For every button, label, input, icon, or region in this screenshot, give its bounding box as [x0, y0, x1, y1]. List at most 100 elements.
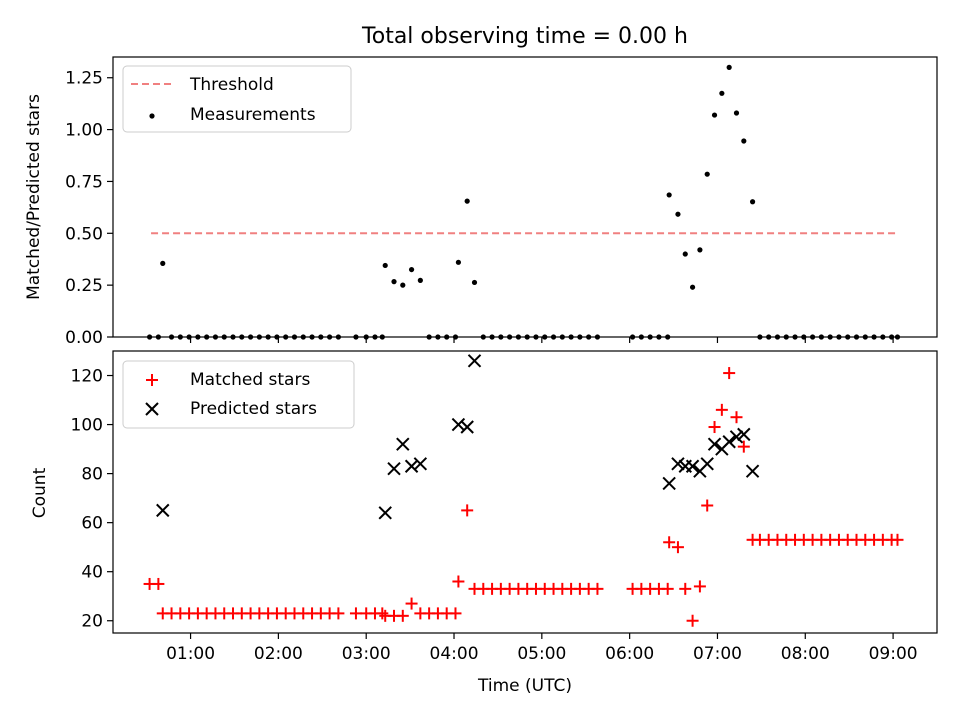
- legend-threshold-label: Threshold: [189, 75, 274, 95]
- matched-point: [891, 533, 904, 546]
- measurement-point: [682, 251, 688, 257]
- top-y-axis: 0.00 0.25 0.50 0.75 1.00 1.25: [65, 69, 113, 348]
- top-y-tick-label: 0.75: [65, 172, 103, 192]
- bottom-series-layer: [143, 354, 904, 627]
- bottom-x-axis: 01:00 02:00 03:00 04:00 05:00 06:00 07:00 08:00…: [166, 633, 918, 664]
- top-chart-title: Total observing time = 0.00 h: [361, 24, 688, 49]
- matched-point: [708, 421, 721, 434]
- matched-point: [449, 607, 462, 620]
- matched-point: [349, 607, 362, 620]
- predicted-point: [413, 457, 428, 471]
- top-y-tick-label: 1.00: [65, 121, 103, 141]
- matched-point: [661, 582, 674, 595]
- bottom-panel: Count Time (UTC) 20 40 60 80 100 120 01:00 02:…: [30, 350, 938, 696]
- measurement-point: [666, 192, 672, 198]
- predicted-point: [707, 437, 722, 451]
- measurement-point: [408, 266, 415, 273]
- x-tick-label: 09:00: [869, 644, 918, 664]
- top-y-tick-label: 0.50: [65, 224, 103, 244]
- x-tick-label: 05:00: [517, 644, 566, 664]
- predicted-point: [378, 506, 392, 520]
- top-plot-frame: [112, 56, 938, 338]
- predicted-point: [662, 476, 676, 491]
- measurement-point: [726, 64, 732, 70]
- measurement-point: [719, 90, 725, 96]
- bottom-y-tick-label: 100: [71, 416, 103, 436]
- measurement-point: [400, 282, 406, 288]
- legend-measurements-label: Measurements: [190, 105, 316, 125]
- matched-point: [376, 607, 389, 620]
- bottom-y-tick-label: 20: [81, 612, 103, 632]
- matched-point: [405, 597, 418, 610]
- predicted-point: [745, 464, 760, 478]
- bottom-y-tick-label: 120: [71, 367, 103, 387]
- top-panel: Total observing time = 0.00 h Matched/Pr…: [24, 24, 938, 348]
- bottom-y-tick-label: 80: [81, 465, 103, 485]
- matched-point: [730, 411, 743, 424]
- matched-point: [693, 580, 706, 593]
- measurement-point: [160, 260, 166, 266]
- measurement-point: [417, 277, 423, 283]
- bottom-y-axis-label: Count: [30, 467, 50, 518]
- matched-point: [723, 367, 736, 380]
- predicted-point: [737, 427, 751, 442]
- legend-predicted-label: Predicted stars: [190, 399, 317, 419]
- predicted-point: [467, 354, 482, 368]
- bottom-legend-box: [122, 360, 355, 429]
- bottom-y-axis: 20 40 60 80 100 120: [71, 367, 113, 632]
- legend-matched-label: Matched stars: [190, 370, 310, 390]
- predicted-point: [685, 459, 700, 473]
- x-tick-label: 07:00: [693, 644, 742, 664]
- matched-point: [591, 582, 604, 595]
- matched-point: [152, 577, 165, 590]
- matched-point: [396, 609, 409, 622]
- matched-point: [461, 504, 474, 517]
- measurement-point: [464, 198, 470, 204]
- matched-point: [332, 607, 345, 620]
- top-legend-box: [122, 65, 352, 133]
- predicted-point: [396, 437, 410, 451]
- matched-point: [663, 536, 676, 549]
- x-tick-label: 01:00: [166, 644, 215, 664]
- predicted-point: [671, 457, 685, 471]
- x-tick-label: 06:00: [605, 644, 654, 664]
- measurement-point: [749, 199, 756, 205]
- measurement-point: [704, 171, 710, 177]
- bottom-legend: Matched stars Predicted stars: [122, 360, 355, 429]
- legend-predicted-swatch: [145, 402, 159, 416]
- predicted-point: [451, 417, 466, 432]
- predicted-point: [156, 503, 170, 518]
- measurement-point: [733, 110, 740, 116]
- matched-point: [452, 575, 465, 588]
- predicted-point: [700, 457, 714, 471]
- matched-point: [701, 499, 714, 512]
- matched-point: [679, 582, 692, 595]
- predicted-point: [729, 430, 744, 444]
- matched-point: [671, 541, 684, 554]
- top-y-tick-label: 1.25: [65, 69, 103, 89]
- top-legend: Threshold Measurements: [122, 65, 352, 133]
- bottom-y-tick-label: 40: [81, 563, 103, 583]
- x-tick-label: 02:00: [254, 644, 303, 664]
- top-x-axis: [189, 337, 894, 343]
- measurement-point: [697, 247, 703, 253]
- matched-point: [686, 614, 699, 627]
- measurement-point: [675, 211, 681, 217]
- measurement-point: [455, 259, 462, 265]
- top-y-axis-label: Matched/Predicted stars: [24, 94, 44, 300]
- measurement-point: [711, 112, 718, 118]
- legend-measurements-swatch: [149, 113, 155, 119]
- measurement-point: [689, 284, 696, 290]
- top-y-tick-label: 0.00: [65, 328, 103, 348]
- measurement-point: [741, 138, 747, 144]
- x-tick-label: 08:00: [781, 644, 830, 664]
- predicted-point: [460, 420, 474, 434]
- predicted-point: [404, 459, 419, 473]
- predicted-point: [387, 461, 401, 476]
- top-y-tick-label: 0.25: [65, 276, 103, 296]
- x-tick-label: 03:00: [342, 644, 391, 664]
- bottom-plot-frame: [112, 350, 938, 634]
- x-tick-label: 04:00: [430, 644, 479, 664]
- measurement-point: [382, 262, 388, 269]
